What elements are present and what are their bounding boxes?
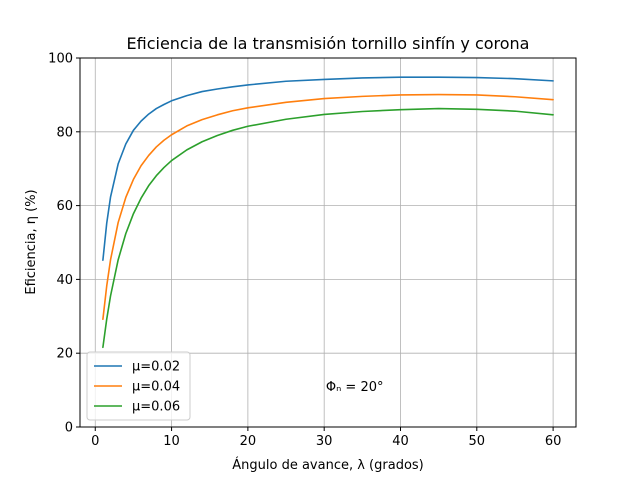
x-tick-label: 20 [240, 434, 257, 449]
x-tick-label: 60 [545, 434, 562, 449]
phi-annotation: Φₙ = 20° [326, 380, 384, 395]
series-lines [102, 76, 554, 349]
x-tick-label: 0 [91, 434, 99, 449]
legend-label: μ=0.02 [132, 360, 180, 375]
legend-box [86, 351, 191, 421]
legend-label: μ=0.06 [132, 400, 180, 415]
y-axis-label: Eficiencia, η (%) [24, 189, 39, 294]
legend: μ=0.02 μ=0.04 μ=0.06 [86, 351, 191, 421]
x-axis-label: Ángulo de avance, λ (grados) [232, 457, 424, 473]
x-tick-label: 10 [163, 434, 180, 449]
y-tick-label: 0 [65, 421, 73, 436]
chart-title: Eficiencia de la transmisión tornillo si… [127, 34, 530, 53]
y-tick-label: 60 [56, 199, 73, 214]
y-tick-label: 20 [56, 347, 73, 362]
series-line-2 [102, 93, 554, 321]
series-line-1 [102, 76, 554, 262]
x-tick-label: 50 [469, 434, 486, 449]
x-tick-label: 40 [392, 434, 409, 449]
plot-frame [79, 57, 577, 428]
series-line-3 [102, 107, 554, 349]
y-tick-label: 80 [56, 125, 73, 140]
x-tick-label: 30 [316, 434, 333, 449]
legend-label: μ=0.04 [132, 380, 180, 395]
y-tick-label: 100 [48, 52, 73, 67]
axis-ticks: 0 10 20 30 40 50 60 0 20 40 60 80 100 [48, 52, 561, 450]
y-tick-label: 40 [56, 273, 73, 288]
